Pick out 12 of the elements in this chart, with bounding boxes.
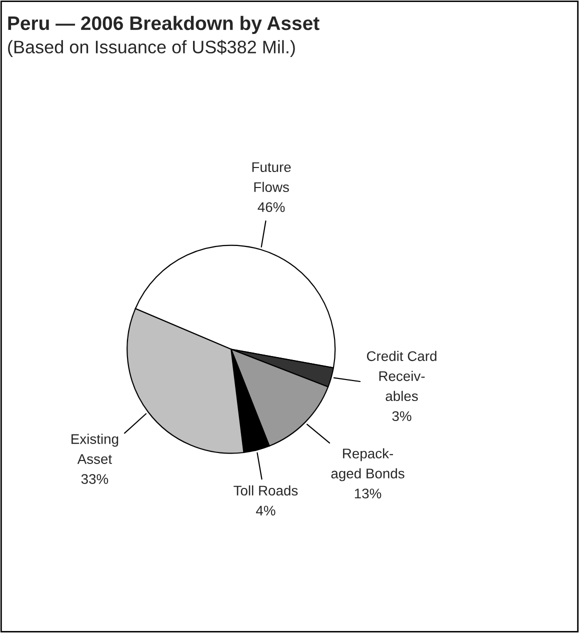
data-label: 3% — [392, 411, 412, 422]
slice-label: Credit Card Receiv- ables — [366, 350, 436, 402]
data-label: 13% — [354, 488, 382, 498]
data-label: 33% — [81, 474, 108, 484]
data-label: 46% — [258, 202, 285, 212]
slice-label: Existing Asset — [72, 434, 118, 464]
data-label: 4% — [256, 506, 276, 516]
slice-label: Toll Roads — [234, 485, 298, 496]
chart-title: Peru — 2006 Breakdown by Asset — [8, 16, 320, 34]
slice-label: Repack- aged Bonds — [331, 448, 404, 482]
chart-subtitle: (Based on Issuance of US$382 Mil.) — [8, 40, 295, 57]
slice-label: Future Flows — [252, 162, 291, 192]
